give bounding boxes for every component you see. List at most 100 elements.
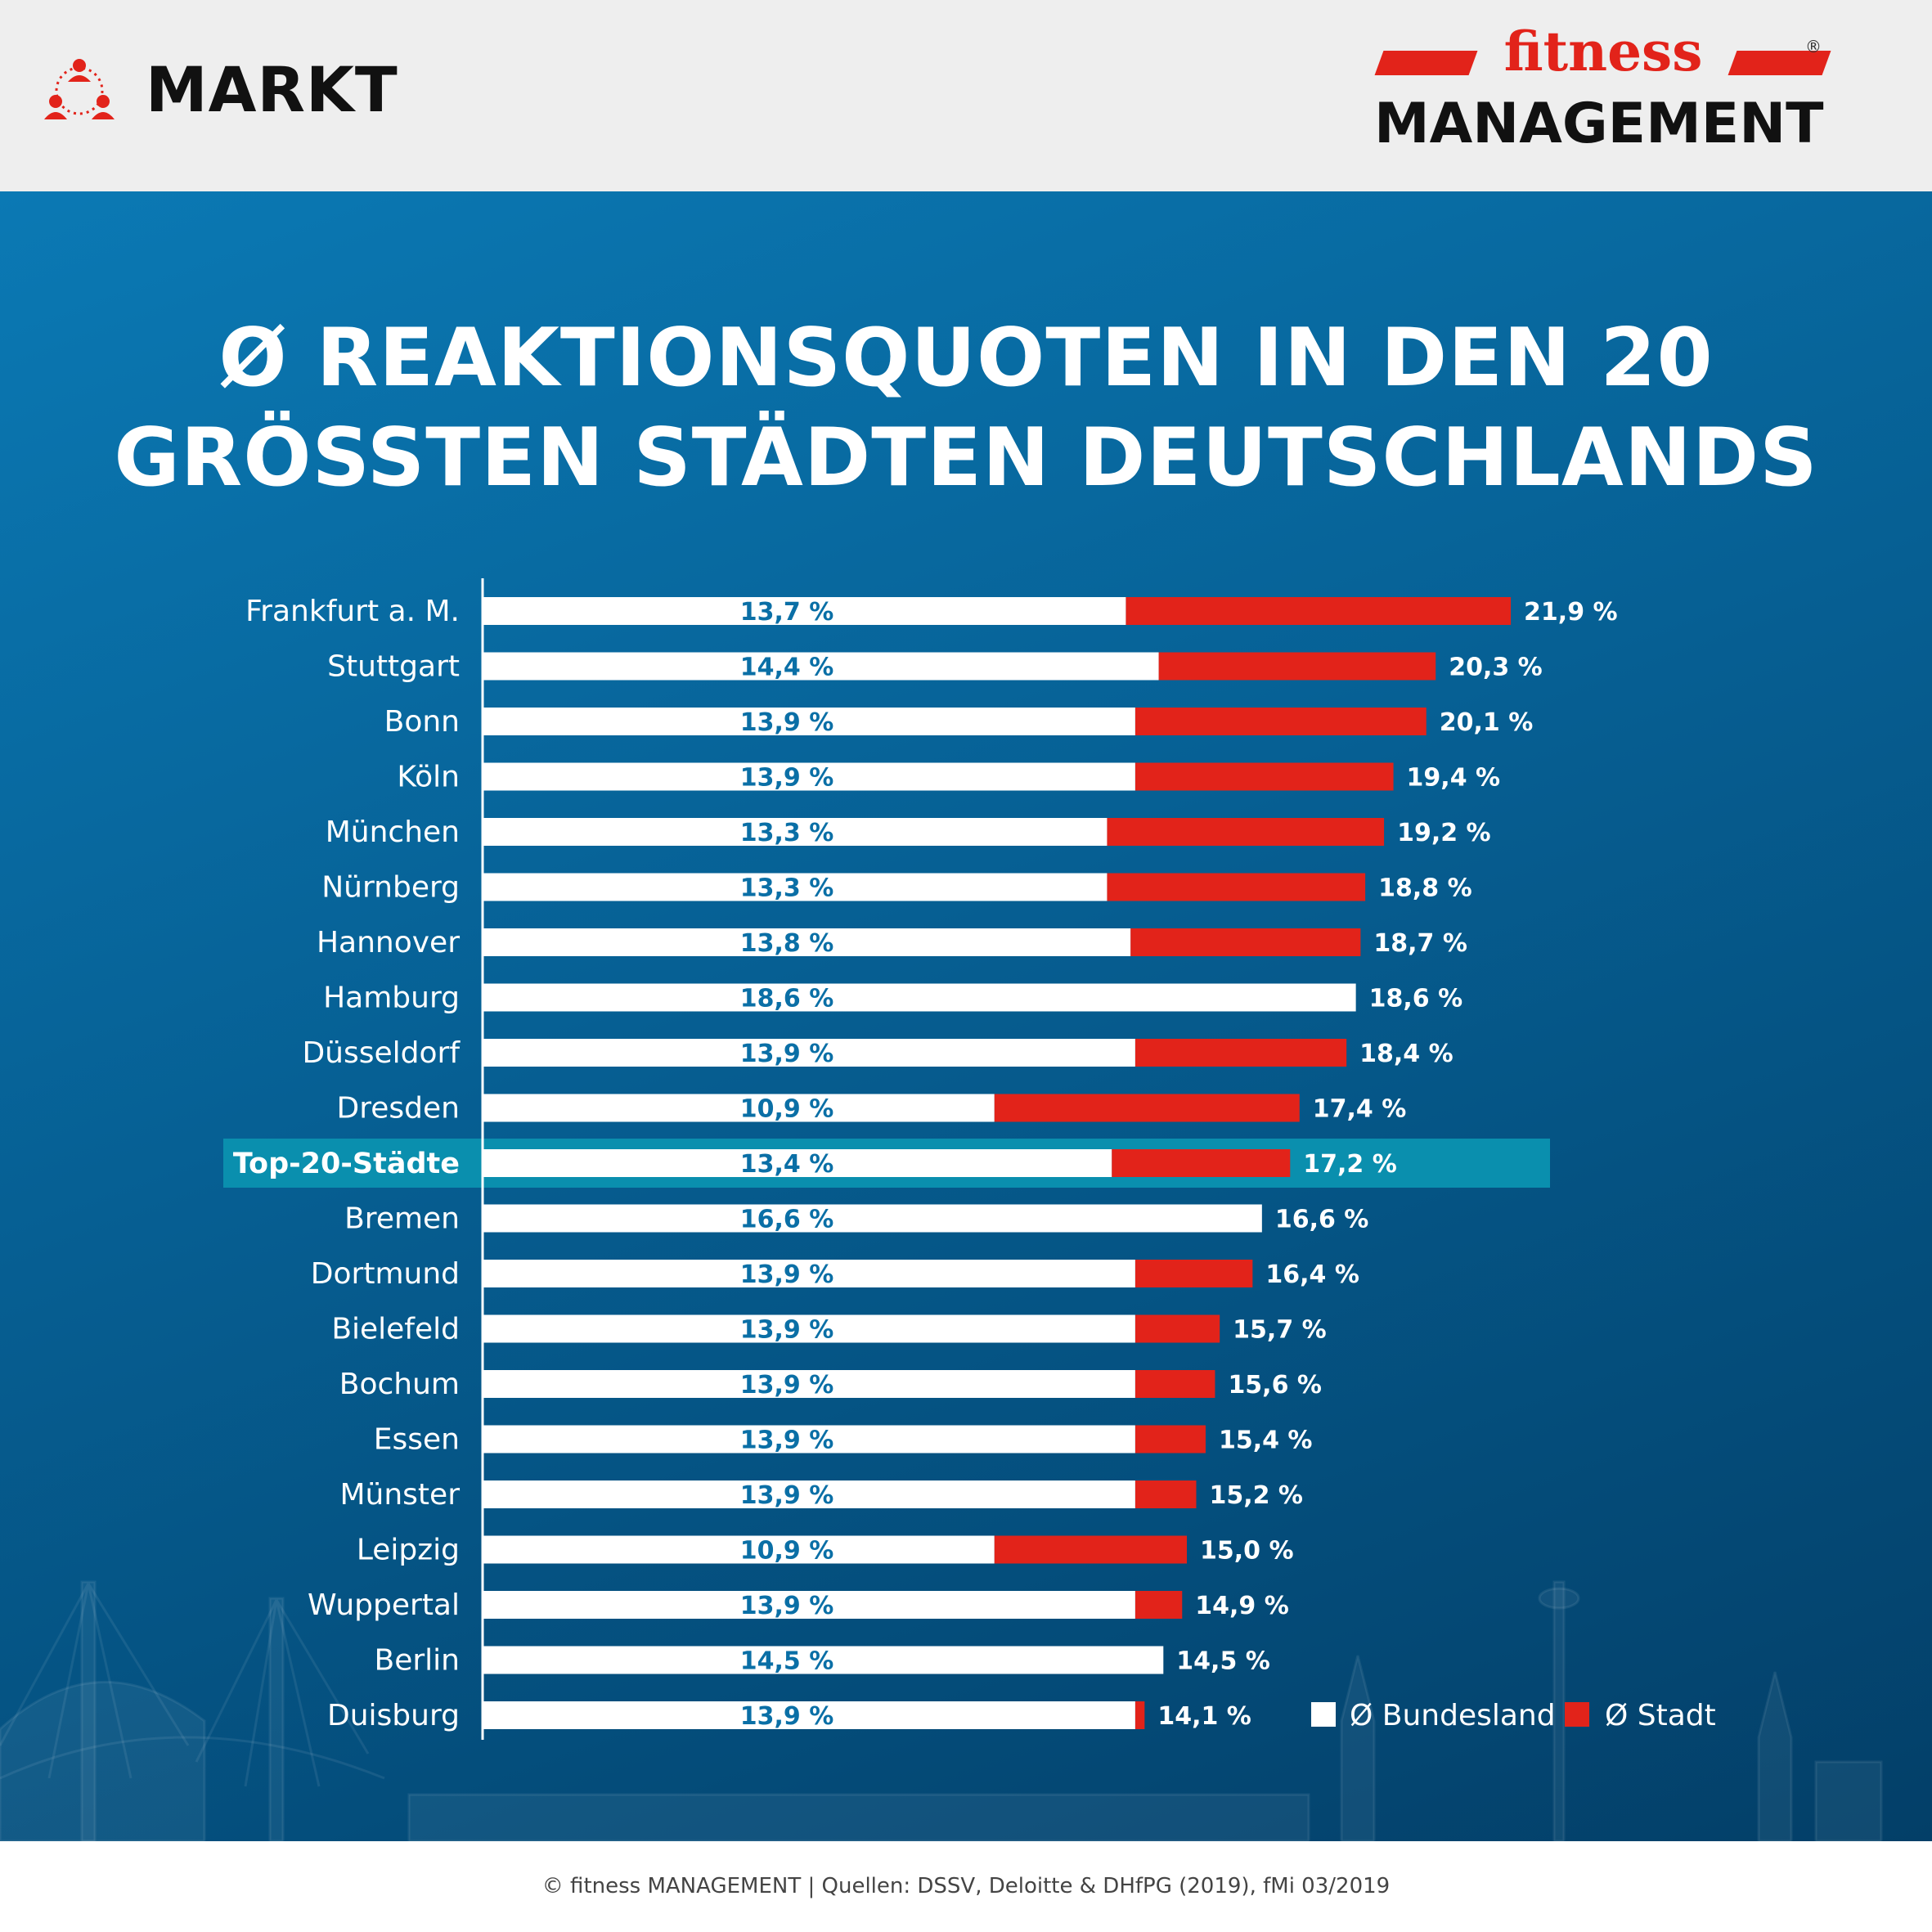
bar-bundesland [483,1314,1135,1343]
bundesland-value-label: 13,9 % [740,1481,834,1510]
bar-bundesland [483,818,1108,846]
bundesland-value-label: 13,7 % [740,598,834,627]
legend-label-bundesland: Ø Bundesland [1350,1699,1556,1732]
bar-stadt [1134,1591,1183,1619]
header-bar: MARKT fitness ® MANAGEMENT [0,0,1932,191]
stadt-value-label: 16,6 % [1275,1206,1369,1234]
bundesland-value-label: 13,9 % [740,1702,834,1731]
category-label: Hamburg [323,982,460,1015]
bar-bundesland [483,1260,1135,1287]
bar-stadt [1134,762,1394,791]
bundesland-value-label: 13,8 % [740,929,834,958]
bar-bundesland [483,1701,1135,1729]
bundesland-value-label: 13,9 % [740,1371,834,1400]
stadt-value-label: 15,4 % [1219,1427,1313,1455]
stadt-value-label: 15,6 % [1228,1371,1322,1400]
category-label: Wuppertal [308,1588,460,1622]
category-label: Bonn [384,705,460,739]
bar-stadt [1107,818,1385,846]
category-label: Nürnberg [321,871,460,905]
bar-stadt [1130,928,1361,956]
stadt-value-label: 19,2 % [1397,819,1491,847]
stadt-value-label: 18,6 % [1369,985,1463,1013]
stadt-value-label: 20,3 % [1449,654,1543,682]
category-label: Stuttgart [327,650,460,684]
stadt-value-label: 14,9 % [1195,1592,1289,1620]
bundesland-value-label: 14,5 % [740,1647,834,1676]
bar-bundesland [483,983,1356,1012]
bundesland-value-label: 13,9 % [740,1427,834,1455]
legend-label-stadt: Ø Stadt [1605,1699,1716,1732]
bar-bundesland [483,1425,1135,1453]
category-label: Frankfurt a. M. [245,595,460,628]
bar-bundesland [483,1646,1164,1674]
bar-bundesland [483,1204,1262,1233]
people-network-icon [44,59,115,119]
category-label: Hannover [317,926,460,959]
bundesland-value-label: 13,9 % [740,708,834,737]
stadt-value-label: 14,1 % [1157,1702,1251,1731]
brand-registered-mark: ® [1805,37,1822,56]
brand-logo-bottom: MANAGEMENT [1374,92,1824,156]
stadt-value-label: 18,7 % [1373,929,1467,958]
chart-title: Ø REAKTIONSQUOTEN IN DEN 20 GRÖSSTEN STÄ… [0,308,1932,508]
stadt-value-label: 19,4 % [1407,764,1501,793]
bundesland-value-label: 13,3 % [740,819,834,847]
bundesland-value-label: 13,9 % [740,1260,834,1289]
footer: © fitness MANAGEMENT | Quellen: DSSV, De… [0,1841,1932,1932]
category-label: Köln [397,761,460,794]
chart-title-line-1: Ø REAKTIONSQUOTEN IN DEN 20 [218,312,1714,405]
bar-bundesland [483,1370,1135,1398]
category-label: Top-20-Städte [233,1148,460,1180]
bar-bundesland [483,1094,995,1122]
bar-bundesland [483,1591,1135,1619]
bar-stadt [1134,1039,1347,1067]
bar-bundesland [483,1149,1112,1177]
stadt-value-label: 15,0 % [1200,1537,1294,1566]
category-label: Duisburg [327,1699,460,1732]
legend-swatch-bundesland [1311,1702,1336,1727]
bundesland-value-label: 13,9 % [740,1040,834,1068]
chart-panel: Ø REAKTIONSQUOTEN IN DEN 20 GRÖSSTEN STÄ… [0,191,1932,1841]
category-label: Düsseldorf [302,1036,461,1070]
category-label: Bochum [339,1368,460,1401]
category-label: Dortmund [311,1257,460,1291]
brand-logo-top: fitness [1503,20,1703,83]
bar-bundesland [483,652,1159,681]
bar-bundesland [483,873,1108,901]
bundesland-value-label: 13,9 % [740,1592,834,1620]
category-label: Dresden [337,1092,460,1126]
stadt-value-label: 15,7 % [1233,1316,1327,1345]
bar-stadt [1112,1149,1291,1177]
bar-stadt [1134,1260,1253,1287]
bar-chart: Frankfurt a. M. 13,7 % 21,9 % Stuttgart 14,4… [223,578,1716,1740]
category-label: München [326,815,460,849]
bundesland-value-label: 10,9 % [740,1537,834,1566]
bundesland-value-label: 18,6 % [740,985,834,1013]
stadt-value-label: 16,4 % [1265,1260,1359,1289]
bar-bundesland [483,762,1135,791]
chart-title-line-2: GRÖSSTEN STÄDTEN DEUTSCHLANDS [114,411,1818,505]
category-label: Essen [374,1423,460,1457]
brand-bar-left [1374,51,1478,75]
city-skyline-backdrop [0,1580,1883,1841]
legend-swatch-stadt [1565,1702,1589,1727]
stadt-value-label: 15,2 % [1209,1481,1303,1510]
bar-bundesland [483,928,1131,956]
bar-stadt [1158,652,1436,681]
stadt-value-label: 17,4 % [1313,1095,1407,1124]
brand-logo: fitness ® MANAGEMENT [1374,25,1832,164]
bar-stadt [1134,1314,1220,1343]
bundesland-value-label: 13,3 % [740,874,834,903]
category-label: Leipzig [357,1534,460,1567]
bar-bundesland [483,708,1135,735]
bar-bundesland [483,1480,1135,1508]
bar-bundesland [483,597,1126,625]
section-label: MARKT [146,53,398,126]
bar-stadt [1134,1370,1215,1398]
category-label: Bielefeld [331,1313,460,1346]
bar-stadt [994,1094,1300,1122]
source-credit: © fitness MANAGEMENT | Quellen: DSSV, De… [541,1874,1391,1898]
bar-stadt [1134,1701,1145,1729]
stadt-value-label: 14,5 % [1176,1647,1270,1676]
